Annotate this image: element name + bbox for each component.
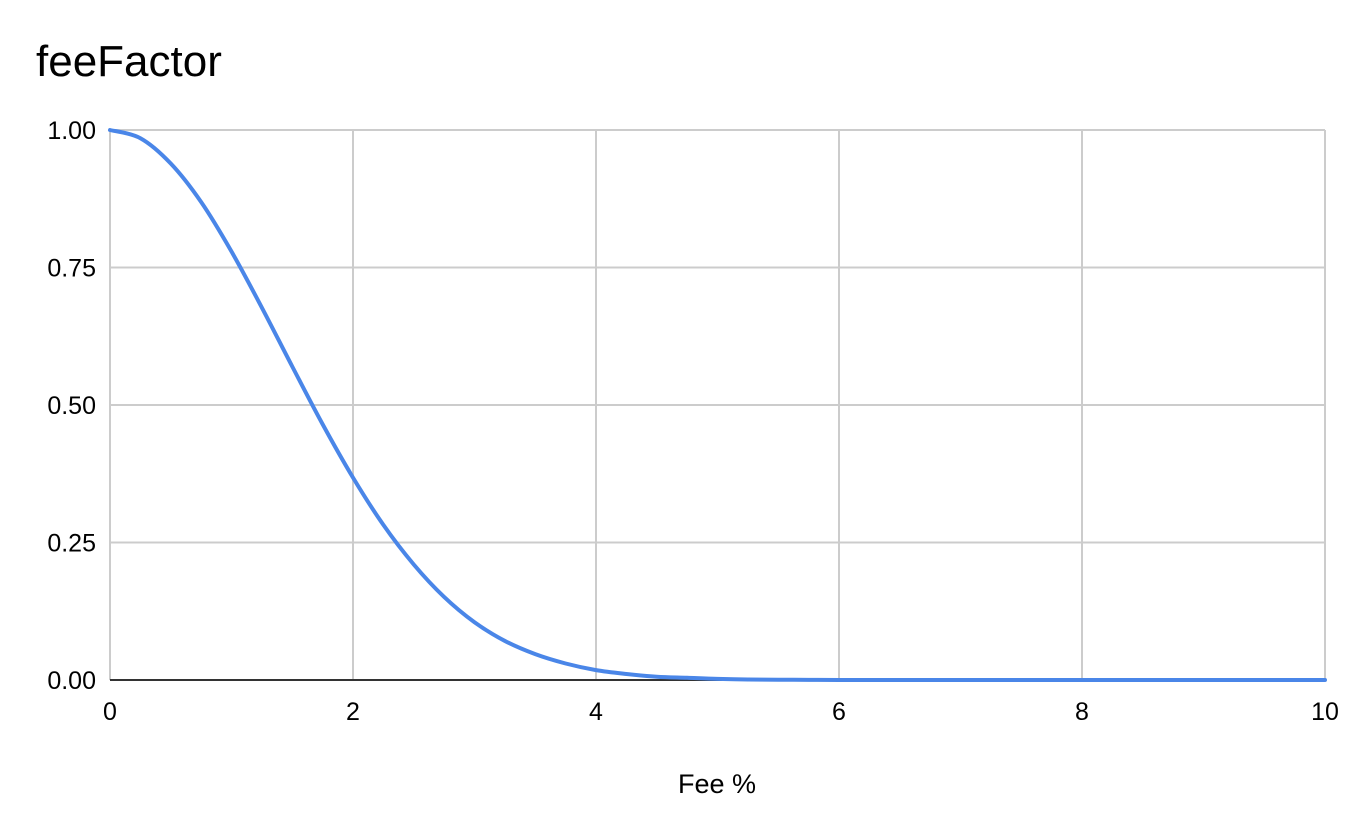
series-layer bbox=[108, 128, 1327, 682]
y-tick-label: 0.00 bbox=[47, 667, 96, 695]
x-axis-tick-labels: 0 2 4 6 8 10 bbox=[103, 698, 1339, 726]
x-tick-label: 0 bbox=[103, 698, 117, 726]
y-tick-label: 0.50 bbox=[47, 392, 96, 420]
x-tick-label: 6 bbox=[832, 698, 846, 726]
x-tick-label: 2 bbox=[346, 698, 360, 726]
series-line-0 bbox=[108, 128, 1327, 682]
chart-title: feeFactor bbox=[36, 37, 222, 86]
x-tick-label: 4 bbox=[589, 698, 603, 726]
y-axis-tick-labels: 0.00 0.25 0.50 0.75 1.00 bbox=[47, 117, 96, 695]
x-tick-label: 8 bbox=[1075, 698, 1089, 726]
y-tick-label: 1.00 bbox=[47, 117, 96, 145]
x-axis-label: Fee % bbox=[678, 769, 756, 799]
x-tick-label: 10 bbox=[1311, 698, 1339, 726]
y-tick-label: 0.25 bbox=[47, 530, 96, 558]
y-tick-label: 0.75 bbox=[47, 255, 96, 283]
gridlines bbox=[109, 129, 1326, 681]
